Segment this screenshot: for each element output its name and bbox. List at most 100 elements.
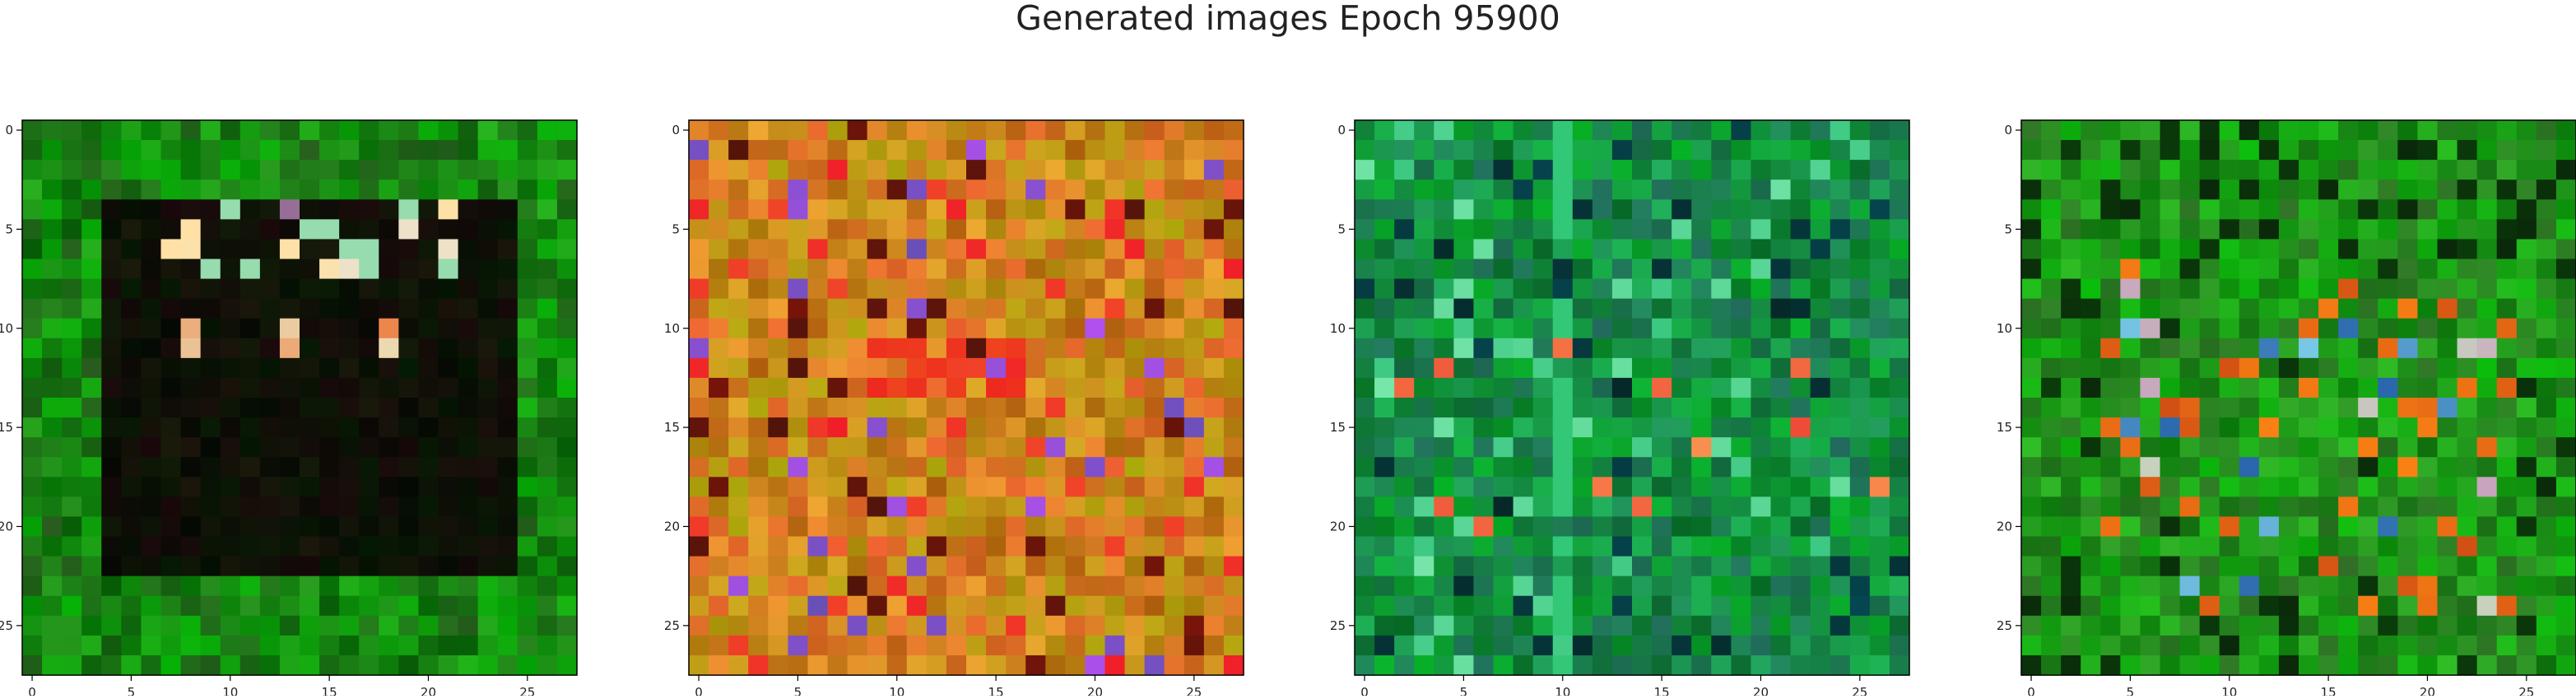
heatmap-cell: [497, 417, 518, 438]
heatmap-cell: [1652, 239, 1672, 260]
heatmap-cell: [906, 357, 928, 379]
heatmap-cell: [200, 635, 221, 656]
heatmap-cell: [1632, 477, 1653, 497]
heatmap-cell: [180, 398, 202, 418]
heatmap-cell: [1104, 179, 1126, 200]
heatmap-cell: [1104, 536, 1126, 557]
heatmap-cell: [259, 179, 281, 200]
heatmap-cell: [768, 298, 788, 319]
heatmap-cell: [1144, 398, 1165, 418]
heatmap-cell: [1065, 595, 1086, 617]
heatmap-cell: [438, 140, 459, 161]
heatmap-cell: [497, 377, 518, 398]
heatmap-cell: [239, 338, 261, 359]
heatmap-cell: [1592, 338, 1613, 359]
heatmap-cell: [986, 120, 1007, 141]
heatmap-cell: [42, 160, 63, 180]
heatmap-cell: [2516, 199, 2537, 220]
heatmap-cell: [379, 278, 399, 300]
heatmap-cell: [1611, 120, 1633, 141]
heatmap-cell: [2100, 477, 2121, 497]
heatmap-cell: [121, 536, 142, 557]
heatmap-cell: [2358, 298, 2378, 319]
heatmap-cell: [319, 278, 340, 300]
heatmap-cell: [556, 239, 578, 260]
heatmap-cell: [1889, 318, 1910, 339]
heatmap-cell: [1473, 357, 1495, 379]
heatmap-cell: [359, 199, 379, 220]
heatmap-cell: [1164, 576, 1185, 597]
heatmap-cell: [477, 516, 499, 538]
heatmap-cell: [1869, 595, 1890, 617]
heatmap-cell: [1552, 199, 1574, 220]
heatmap-cell: [2457, 655, 2478, 676]
heatmap-cell: [2100, 595, 2121, 617]
heatmap-cell: [1434, 338, 1454, 359]
heatmap-cell: [1414, 635, 1434, 656]
heatmap-cell: [728, 477, 749, 497]
heatmap-cell: [497, 516, 518, 538]
heatmap-cell: [1065, 417, 1086, 438]
heatmap-cell: [141, 160, 162, 180]
heatmap-cell: [1104, 219, 1126, 240]
heatmap-cell: [1652, 318, 1672, 339]
heatmap-cell: [709, 516, 729, 538]
heatmap-cell: [1045, 635, 1066, 656]
x-tick-label: 20: [421, 685, 436, 696]
heatmap-cell: [1355, 259, 1375, 280]
heatmap-cell: [1869, 516, 1890, 538]
heatmap-cell: [2061, 298, 2081, 319]
heatmap-cell: [847, 278, 868, 300]
heatmap-cell: [926, 199, 947, 220]
heatmap-cell: [2476, 655, 2498, 676]
heatmap-cell: [827, 239, 849, 260]
heatmap-cell: [2199, 199, 2220, 220]
heatmap-cell: [1223, 160, 1244, 180]
heatmap-cell: [259, 635, 281, 656]
heatmap-cell: [1434, 615, 1454, 636]
heatmap-cell: [689, 239, 709, 260]
heatmap-cell: [1025, 457, 1046, 478]
heatmap-cell: [1869, 318, 1890, 339]
heatmap-cell: [2358, 595, 2378, 617]
heatmap-cell: [537, 516, 558, 538]
heatmap-cell: [768, 318, 788, 339]
heatmap-cell: [121, 655, 142, 676]
heatmap-cell: [1434, 259, 1454, 280]
heatmap-cell: [2318, 457, 2339, 478]
heatmap-cell: [141, 457, 162, 478]
heatmap-cell: [1652, 278, 1672, 300]
heatmap-cell: [1203, 516, 1225, 538]
heatmap-cell: [438, 357, 459, 379]
heatmap-cell: [300, 160, 320, 180]
x-tick-label: 15: [2321, 685, 2337, 696]
heatmap-cell: [239, 635, 261, 656]
heatmap-cell: [2496, 635, 2518, 656]
heatmap-cell: [2536, 417, 2557, 438]
heatmap-cell: [1731, 595, 1752, 617]
heatmap-cell: [1203, 357, 1225, 379]
heatmap-cell: [42, 477, 63, 497]
heatmap-cell: [1770, 199, 1792, 220]
heatmap-cell: [1532, 160, 1554, 180]
heatmap-cell: [1592, 239, 1613, 260]
heatmap-cell: [2318, 437, 2339, 458]
x-tick-label: 15: [1654, 685, 1670, 696]
heatmap-cell: [458, 298, 479, 319]
heatmap-cell: [2338, 496, 2359, 518]
heatmap-cell: [1164, 477, 1185, 497]
heatmap-cell: [2041, 615, 2062, 636]
heatmap-cell: [2021, 457, 2042, 478]
heatmap-cell: [62, 160, 82, 180]
heatmap-cell: [537, 199, 558, 220]
heatmap-cell: [319, 556, 340, 577]
heatmap-cell: [906, 278, 928, 300]
heatmap-cell: [1355, 239, 1375, 260]
heatmap-cell: [180, 318, 202, 339]
heatmap-cell: [1223, 496, 1244, 518]
heatmap-cell: [986, 199, 1007, 220]
heatmap-cell: [1104, 298, 1126, 319]
heatmap-cell: [2140, 457, 2161, 478]
heatmap-cell: [1144, 536, 1165, 557]
heatmap-cell: [2555, 338, 2576, 359]
